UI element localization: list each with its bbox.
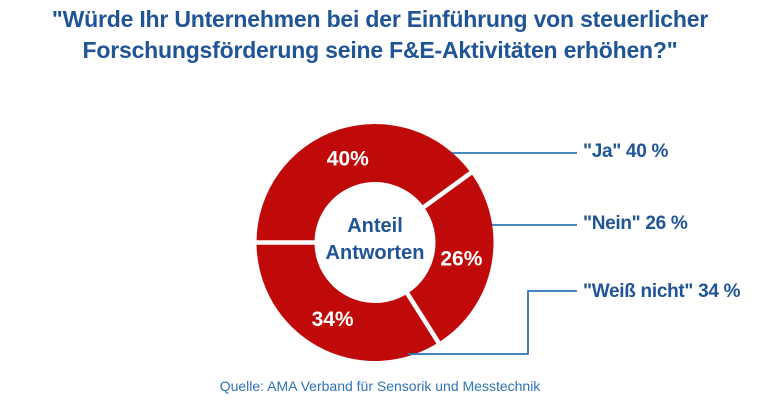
slice-separator-1 [419, 169, 474, 212]
chart-title: "Würde Ihr Unternehmen bei der Einführun… [0, 4, 760, 66]
donut-center-label: Anteil Antworten [325, 215, 425, 264]
donut-slices [256, 124, 494, 361]
slice-separators [254, 169, 474, 346]
chart-title-line2: Forschungsförderung seine F&E-Aktivitäte… [82, 37, 678, 63]
donut-slice-wei-nicht [256, 242, 439, 361]
chart-title-line1: "Würde Ihr Unternehmen bei der Einführun… [51, 6, 709, 32]
legend-label-nein: "Nein" 26 % [583, 213, 688, 234]
leader-lines [408, 152, 577, 355]
legend-label-ja: "Ja" 40 % [583, 141, 669, 162]
donut-slice-nein [407, 172, 494, 343]
donut-slice-ja [256, 124, 471, 243]
slice-label-nein: 26% [440, 248, 482, 271]
leader-line-weiss-nicht [408, 290, 577, 355]
source-caption: Quelle: AMA Verband für Sensorik und Mes… [219, 378, 541, 394]
slice-label-wei-nicht: 34% [312, 308, 354, 331]
slice-separator-2 [403, 288, 442, 346]
slice-labels: 40% 26% 34% [312, 147, 483, 331]
slice-label-ja: 40% [327, 147, 369, 170]
legend-label-weiss-nicht: "Weiß nicht" 34 % [583, 281, 741, 302]
